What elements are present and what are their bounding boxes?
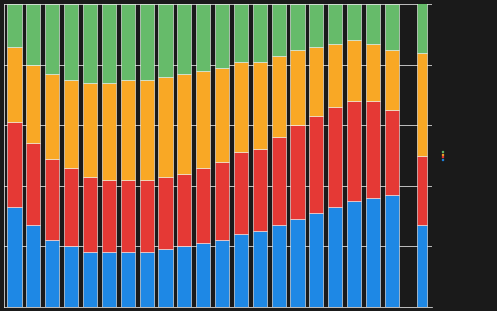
Bar xyxy=(196,243,210,307)
Bar xyxy=(215,4,229,68)
Bar xyxy=(140,80,154,180)
Bar xyxy=(45,240,59,307)
Bar xyxy=(159,77,172,177)
Bar xyxy=(366,44,380,101)
Bar xyxy=(177,4,191,74)
Bar xyxy=(102,83,116,180)
Bar xyxy=(64,168,78,246)
Bar xyxy=(64,4,78,80)
Bar xyxy=(177,174,191,246)
Bar xyxy=(417,53,427,156)
Bar xyxy=(271,56,286,137)
Bar xyxy=(252,150,267,231)
Bar xyxy=(328,4,342,44)
Bar xyxy=(347,101,361,201)
Bar xyxy=(328,107,342,207)
Bar xyxy=(252,231,267,307)
Bar xyxy=(140,180,154,252)
Bar xyxy=(252,4,267,62)
Bar xyxy=(328,207,342,307)
Bar xyxy=(83,4,97,83)
Bar xyxy=(102,4,116,83)
Bar xyxy=(290,219,305,307)
Bar xyxy=(177,74,191,174)
Bar xyxy=(366,4,380,44)
Bar xyxy=(290,125,305,219)
Bar xyxy=(215,161,229,240)
Bar xyxy=(140,4,154,80)
Bar xyxy=(309,4,324,47)
Bar xyxy=(83,83,97,177)
Bar xyxy=(271,225,286,307)
Bar xyxy=(271,4,286,56)
Bar xyxy=(417,1,427,53)
Bar xyxy=(159,249,172,307)
Bar xyxy=(366,101,380,198)
Bar xyxy=(26,143,40,225)
Bar xyxy=(159,4,172,77)
Bar xyxy=(309,213,324,307)
Bar xyxy=(45,159,59,240)
Bar xyxy=(234,234,248,307)
Bar xyxy=(234,4,248,62)
Bar xyxy=(64,80,78,168)
Bar xyxy=(366,198,380,307)
Bar xyxy=(102,252,116,307)
Bar xyxy=(7,47,21,122)
Bar xyxy=(121,80,135,180)
Bar xyxy=(102,180,116,252)
Bar xyxy=(159,177,172,249)
Bar xyxy=(26,225,40,307)
Bar xyxy=(140,252,154,307)
Bar xyxy=(215,240,229,307)
Bar xyxy=(196,168,210,243)
Bar xyxy=(7,207,21,307)
Bar xyxy=(417,225,427,307)
Bar xyxy=(347,40,361,101)
Bar xyxy=(309,47,324,116)
Bar xyxy=(45,74,59,159)
Bar xyxy=(385,49,399,110)
Legend: , , , : , , , xyxy=(442,151,443,160)
Bar xyxy=(328,44,342,107)
Bar xyxy=(215,68,229,161)
Bar xyxy=(347,4,361,40)
Bar xyxy=(385,4,399,49)
Bar xyxy=(385,195,399,307)
Bar xyxy=(7,4,21,47)
Bar xyxy=(252,62,267,150)
Bar xyxy=(196,71,210,168)
Bar xyxy=(271,137,286,225)
Bar xyxy=(234,152,248,234)
Bar xyxy=(26,4,40,65)
Bar xyxy=(177,246,191,307)
Bar xyxy=(290,4,305,49)
Bar xyxy=(290,49,305,125)
Bar xyxy=(45,4,59,74)
Bar xyxy=(64,246,78,307)
Bar xyxy=(347,201,361,307)
Bar xyxy=(309,116,324,213)
Bar xyxy=(26,65,40,143)
Bar xyxy=(417,156,427,225)
Bar xyxy=(83,177,97,252)
Bar xyxy=(83,252,97,307)
Bar xyxy=(121,252,135,307)
Bar xyxy=(121,4,135,80)
Bar xyxy=(121,180,135,252)
Bar xyxy=(196,4,210,71)
Bar xyxy=(234,62,248,152)
Bar xyxy=(385,110,399,195)
Bar xyxy=(7,122,21,207)
